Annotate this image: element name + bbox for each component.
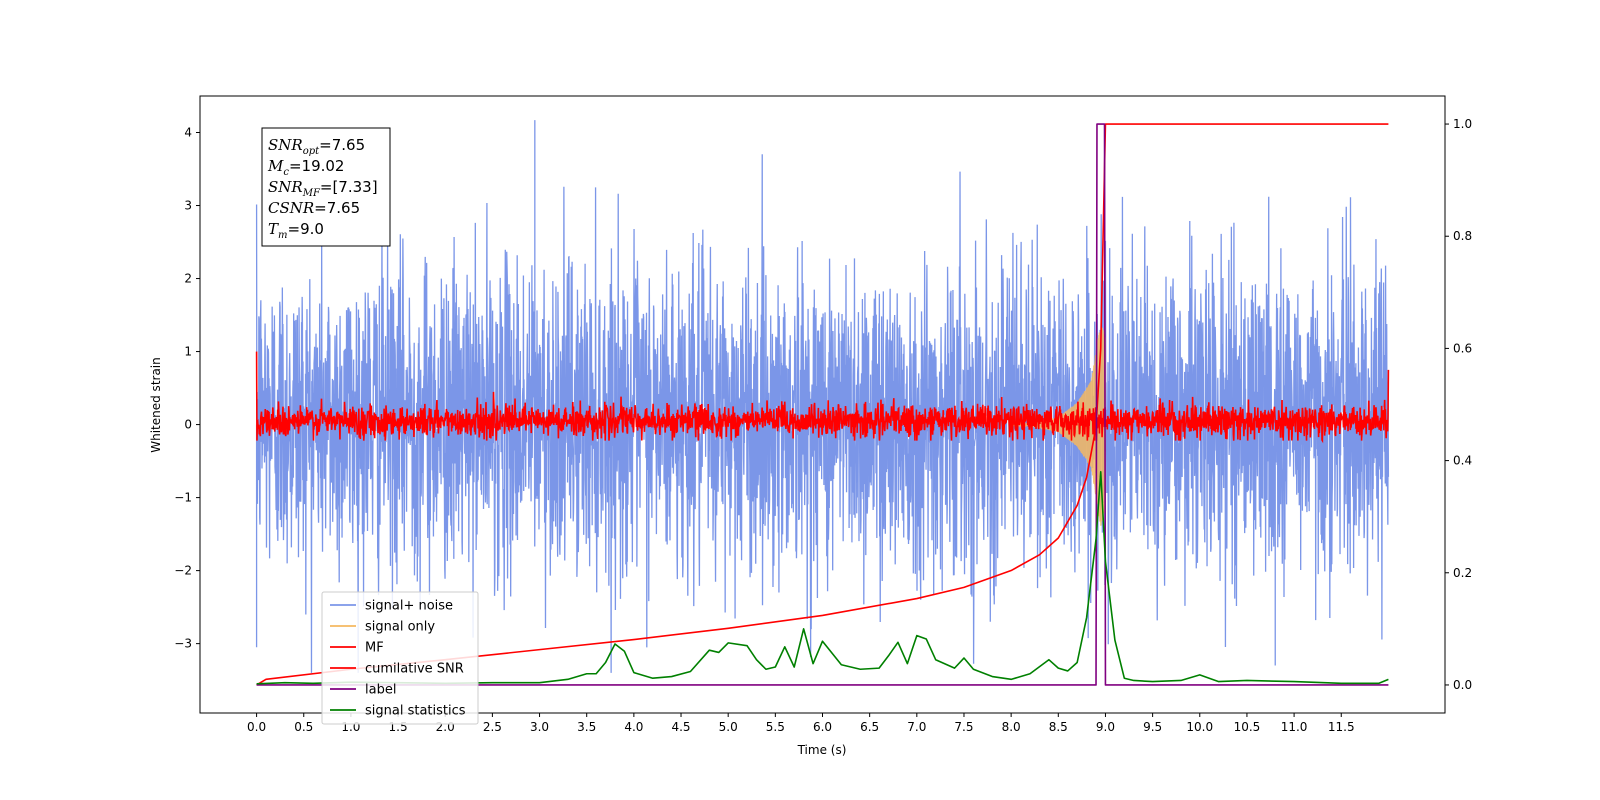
x-tick-label: 2.5 (483, 720, 502, 734)
x-axis-title: Time (s) (797, 743, 847, 757)
x-tick-label: 7.0 (907, 720, 926, 734)
y-left-tick-label: 4 (184, 126, 192, 140)
y-left-tick-label: 1 (184, 345, 192, 359)
x-tick-label: 7.5 (954, 720, 973, 734)
y-right-tick-label: 0.2 (1453, 566, 1472, 580)
y-axis-right: 0.0 0.2 0.4 0.6 0.8 1.0 (1445, 117, 1472, 692)
series-line-signal-statistics (256, 471, 1389, 685)
y-left-tick-label: 0 (184, 418, 192, 432)
annotation-line: SNRMF=[7.33] (268, 178, 378, 199)
y-left-tick-label: 3 (184, 199, 192, 213)
y-left-tick-label: −1 (174, 491, 192, 505)
legend-frame (321, 591, 479, 725)
x-tick-label: 6.0 (813, 720, 832, 734)
x-tick-label: 9.5 (1143, 720, 1162, 734)
x-tick-label: 0.0 (247, 720, 266, 734)
x-tick-label: 5.0 (719, 720, 738, 734)
y-right-tick-label: 1.0 (1453, 117, 1472, 131)
x-tick-label: 9.0 (1096, 720, 1115, 734)
y-left-tick-label: −3 (174, 637, 192, 651)
x-tick-label: 11.5 (1328, 720, 1355, 734)
annotation-frame (261, 127, 391, 247)
x-tick-label: 0.5 (294, 720, 313, 734)
x-tick-label: 10.5 (1234, 720, 1261, 734)
y-axis-title: Whitened strain (149, 357, 163, 453)
y-right-tick-label: 0.6 (1453, 341, 1472, 355)
x-tick-label: 8.5 (1049, 720, 1068, 734)
x-tick-label: 5.5 (766, 720, 785, 734)
y-right-tick-label: 0.0 (1453, 678, 1472, 692)
y-right-tick-label: 0.8 (1453, 229, 1472, 243)
series-line-mf (255, 351, 1390, 444)
annotation-line: Tm=9.0 (268, 220, 324, 241)
x-tick-label: 8.0 (1002, 720, 1021, 734)
legend-label-signal-noise: signal+ noise (365, 599, 453, 614)
series-line-signal-plus-noise (255, 120, 1390, 673)
x-tick-label: 4.0 (624, 720, 643, 734)
legend-label-signal-only: signal only (365, 620, 435, 635)
legend: signal+ noise signal only MF cumilative SNR… (321, 591, 479, 725)
x-tick-label: 11.0 (1281, 720, 1308, 734)
annotation-line: CSNR=7.65 (268, 199, 360, 217)
legend-label-mf: MF (365, 641, 384, 656)
annotation-line: SNRopt=7.65 (268, 136, 365, 157)
legend-label-signal-statistics: signal statistics (365, 704, 466, 719)
x-tick-label: 3.5 (577, 720, 596, 734)
annotation-box: SNRopt=7.65Mc=19.02SNRMF=[7.33]CSNR=7.65… (261, 127, 391, 247)
x-tick-label: 6.5 (860, 720, 879, 734)
legend-label-cumilative-snr: cumilative SNR (365, 662, 464, 677)
x-tick-label: 4.5 (671, 720, 690, 734)
y-left-tick-label: 2 (184, 272, 192, 286)
y-right-tick-label: 0.4 (1453, 454, 1472, 468)
annotation-line: Mc=19.02 (267, 157, 344, 178)
legend-label-label: label (365, 683, 396, 698)
y-left-tick-label: −2 (174, 564, 192, 578)
y-axis-left: −3 −2 −1 0 1 2 3 4 (174, 126, 200, 651)
x-tick-label: 3.0 (530, 720, 549, 734)
series-line-label (256, 123, 1389, 686)
x-tick-label: 10.0 (1186, 720, 1213, 734)
